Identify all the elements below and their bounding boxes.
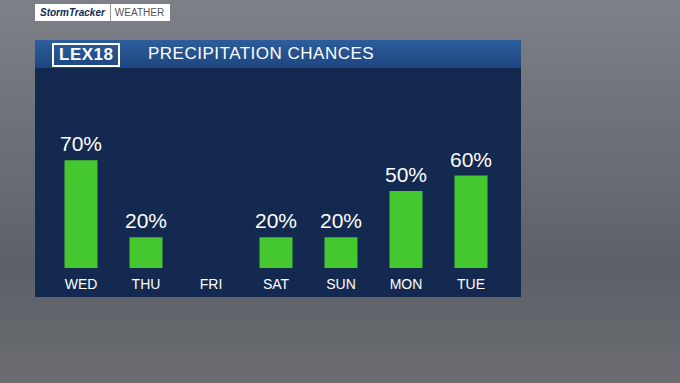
svg-text:60%: 60% [450,148,492,171]
html-text:PRECIPITATION CHANCES: PRECIPITATION CHANCES [148,44,375,63]
svg-text:SAT: SAT [263,276,290,292]
html-text:LEX18: LEX18 [59,45,114,64]
svg-text:50%: 50% [385,163,427,186]
svg-text:20%: 20% [255,209,297,232]
html-text:StormTracker: StormTracker [40,7,105,18]
svg-text:SUN: SUN [326,276,356,292]
svg-text:70%: 70% [60,132,102,155]
html-text:WEATHER: WEATHER [114,7,165,18]
svg-text:20%: 20% [320,209,362,232]
svg-text:WED: WED [65,276,98,292]
svg-text:THU: THU [132,276,161,292]
svg-text:MON: MON [390,276,423,292]
svg-text:20%: 20% [125,209,167,232]
svg-text:FRI: FRI [200,276,223,292]
svg-text:TUE: TUE [457,276,485,292]
